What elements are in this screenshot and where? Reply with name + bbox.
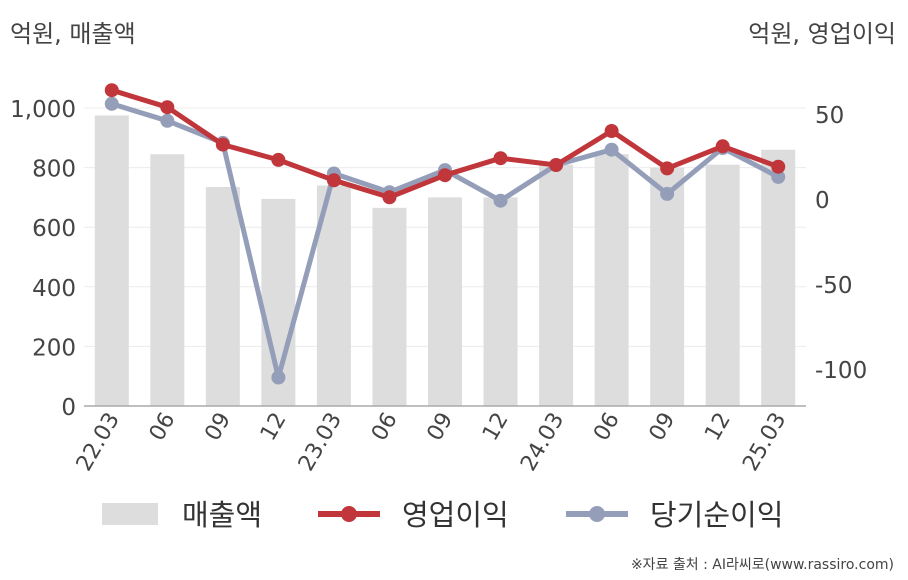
legend-marker-당기순이익 [589, 506, 605, 522]
bar-매출액 [150, 154, 185, 406]
bar-매출액 [428, 197, 462, 406]
right-axis-unit: 억원, 영업이익 [748, 20, 896, 48]
point-영업이익 [326, 173, 341, 188]
x-tick-label: 09 [200, 409, 236, 446]
bar-매출액 [594, 154, 629, 406]
x-tick-label: 06 [145, 409, 181, 446]
bar-매출액 [372, 207, 407, 406]
point-영업이익 [715, 139, 730, 154]
point-당기순이익 [160, 113, 175, 128]
left-tick-label: 800 [32, 157, 76, 183]
point-당기순이익 [660, 186, 675, 201]
legend-marker-영업이익 [341, 506, 357, 522]
legend-label-매출액: 매출액 [182, 498, 262, 532]
right-tick-label: -50 [815, 273, 853, 299]
legend-label-당기순이익: 당기순이익 [650, 498, 783, 532]
x-tick-label: 06 [367, 409, 403, 446]
x-tick-label: 12 [478, 409, 514, 446]
source-note: ※자료 출처 : AI라씨로(www.rassiro.com) [630, 557, 894, 573]
x-tick-label: 24.03 [516, 409, 569, 476]
point-영업이익 [438, 168, 452, 183]
right-tick-label: 0 [815, 188, 830, 214]
point-영업이익 [160, 100, 175, 115]
x-tick-label: 12 [256, 409, 292, 446]
left-tick-label: 400 [32, 276, 76, 302]
point-영업이익 [271, 152, 286, 167]
left-tick-label: 200 [32, 335, 76, 361]
right-tick-label: -100 [815, 358, 867, 384]
x-tick-label: 06 [589, 409, 625, 446]
legend-label-영업이익: 영업이익 [402, 498, 509, 532]
point-영업이익 [604, 124, 619, 138]
left-tick-label: 600 [32, 216, 76, 242]
left-axis-unit: 억원, 매출액 [10, 20, 136, 48]
x-tick-label: 25.03 [738, 409, 791, 476]
legend-swatch-매출액 [102, 503, 158, 525]
point-당기순이익 [271, 370, 286, 385]
point-당기순이익 [104, 96, 119, 111]
left-tick-label: 0 [61, 395, 76, 421]
left-tick-label: 1,000 [10, 97, 76, 123]
bar-매출액 [650, 167, 685, 406]
x-tick-label: 22.03 [72, 409, 125, 476]
point-영업이익 [549, 158, 564, 172]
bar-매출액 [705, 164, 740, 406]
point-당기순이익 [493, 193, 508, 208]
point-당기순이익 [771, 169, 786, 184]
point-영업이익 [215, 137, 230, 152]
point-당기순이익 [604, 142, 619, 157]
point-영업이익 [771, 159, 786, 174]
bar-매출액 [761, 149, 796, 406]
x-tick-label: 09 [423, 409, 459, 446]
point-영업이익 [104, 83, 119, 98]
bar-매출액 [205, 186, 240, 406]
point-영업이익 [660, 161, 675, 176]
right-tick-label: 50 [815, 103, 844, 129]
bar-매출액 [483, 197, 518, 406]
bar-매출액 [539, 164, 574, 406]
x-tick-label: 12 [700, 409, 736, 446]
bar-매출액 [94, 115, 129, 406]
point-영업이익 [382, 190, 397, 205]
x-tick-label: 09 [645, 409, 681, 446]
point-영업이익 [493, 151, 508, 166]
x-tick-label: 23.03 [294, 409, 347, 476]
